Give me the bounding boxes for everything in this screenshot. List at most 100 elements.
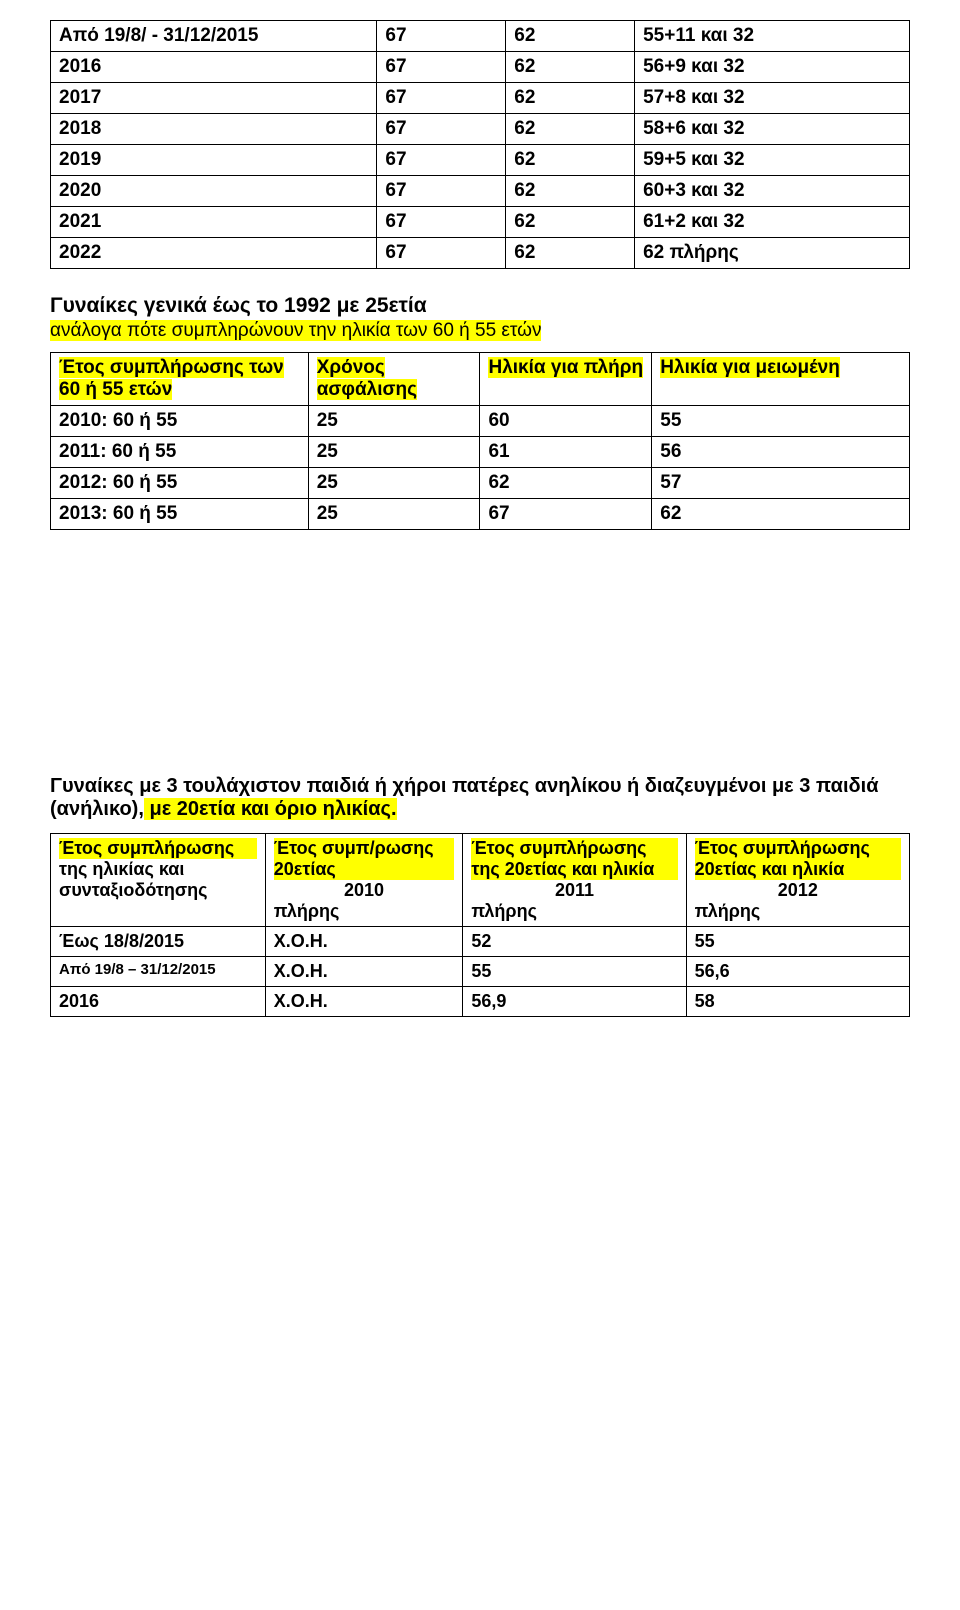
cell: 2020 xyxy=(51,176,377,207)
cell: 62 xyxy=(506,145,635,176)
cell: Έτος συμπλήρωσης της ηλικίας και συνταξι… xyxy=(51,834,266,927)
col-header: Ηλικία για μειωμένη xyxy=(660,357,840,378)
table-row: 2010: 60 ή 55 25 60 55 xyxy=(51,406,910,437)
cell: 25 xyxy=(308,499,480,530)
col-header: Χρόνος ασφάλισης xyxy=(317,357,417,400)
cell: 67 xyxy=(377,52,506,83)
cell: 59+5 και 32 xyxy=(635,145,910,176)
cell: 67 xyxy=(480,499,652,530)
table-retirement-years: Από 19/8/ - 31/12/2015 67 62 55+11 και 3… xyxy=(50,20,910,269)
cell: 67 xyxy=(377,114,506,145)
cell: 2011: 60 ή 55 xyxy=(51,437,309,468)
section-subheading: ανάλογα πότε συμπληρώνουν την ηλικία των… xyxy=(50,320,910,342)
cell: 67 xyxy=(377,207,506,238)
cell: 62 xyxy=(506,114,635,145)
cell: Έτος συμπλήρωσης των 60 ή 55 ετών xyxy=(51,353,309,406)
table-row: 2017 67 62 57+8 και 32 xyxy=(51,83,910,114)
cell: 62 xyxy=(506,207,635,238)
cell: 62 xyxy=(506,83,635,114)
cell: 67 xyxy=(377,145,506,176)
cell: 55+11 και 32 xyxy=(635,21,910,52)
cell: Από 19/8 – 31/12/2015 xyxy=(51,957,266,987)
col-header-line: της ηλικίας και συνταξιοδότησης xyxy=(59,859,257,901)
cell: 2021 xyxy=(51,207,377,238)
col-header: Ηλικία για πλήρη xyxy=(488,357,643,378)
cell: 2010: 60 ή 55 xyxy=(51,406,309,437)
table-row: Από 19/8/ - 31/12/2015 67 62 55+11 και 3… xyxy=(51,21,910,52)
cell: 2013: 60 ή 55 xyxy=(51,499,309,530)
cell: 25 xyxy=(308,468,480,499)
section-paragraph: Γυναίκες με 3 τουλάχιστον παιδιά ή χήροι… xyxy=(50,775,910,821)
col-header-line: πλήρης xyxy=(471,901,677,922)
cell: 62 xyxy=(506,238,635,269)
cell: 61+2 και 32 xyxy=(635,207,910,238)
table-row: 2013: 60 ή 55 25 67 62 xyxy=(51,499,910,530)
cell: 2012: 60 ή 55 xyxy=(51,468,309,499)
highlight-text: ανάλογα πότε συμπληρώνουν την ηλικία των… xyxy=(50,320,541,341)
col-header-year: 2012 xyxy=(695,880,901,901)
cell: 52 xyxy=(463,927,686,957)
col-header-line: Έτος συμπλήρωσης xyxy=(59,838,257,859)
cell: 55 xyxy=(652,406,910,437)
cell: 60+3 και 32 xyxy=(635,176,910,207)
col-header-line: Έτος συμπλήρωσης 20ετίας και ηλικία xyxy=(695,838,901,880)
table-women-3children: Έτος συμπλήρωσης της ηλικίας και συνταξι… xyxy=(50,833,910,1017)
col-header-line: πλήρης xyxy=(695,901,901,922)
cell: Χ.Ο.Η. xyxy=(265,957,463,987)
table-row: 2022 67 62 62 πλήρης xyxy=(51,238,910,269)
cell: 67 xyxy=(377,83,506,114)
cell: 58 xyxy=(686,987,909,1017)
table-row: 2016 Χ.Ο.Η. 56,9 58 xyxy=(51,987,910,1017)
cell: 62 xyxy=(506,21,635,52)
cell: Χ.Ο.Η. xyxy=(265,927,463,957)
cell: Χρόνος ασφάλισης xyxy=(308,353,480,406)
cell: 56,9 xyxy=(463,987,686,1017)
cell: 2016 xyxy=(51,52,377,83)
cell: 55 xyxy=(463,957,686,987)
cell: 60 xyxy=(480,406,652,437)
table-row: 2011: 60 ή 55 25 61 56 xyxy=(51,437,910,468)
cell: 67 xyxy=(377,21,506,52)
table-row: 2012: 60 ή 55 25 62 57 xyxy=(51,468,910,499)
table-row: 2021 67 62 61+2 και 32 xyxy=(51,207,910,238)
table-row: 2020 67 62 60+3 και 32 xyxy=(51,176,910,207)
cell: 56+9 και 32 xyxy=(635,52,910,83)
cell: Έτος συμπλήρωσης 20ετίας και ηλικία 2012… xyxy=(686,834,909,927)
cell: 62 πλήρης xyxy=(635,238,910,269)
cell: Έτος συμπλήρωσης της 20ετίας και ηλικία … xyxy=(463,834,686,927)
cell: Έως 18/8/2015 xyxy=(51,927,266,957)
col-header-line: Έτος συμπ/ρωσης 20ετίας xyxy=(274,838,455,880)
cell: 25 xyxy=(308,437,480,468)
cell: 61 xyxy=(480,437,652,468)
cell: 62 xyxy=(506,176,635,207)
cell: Από 19/8/ - 31/12/2015 xyxy=(51,21,377,52)
col-header-year: 2011 xyxy=(471,880,677,901)
table-row: 2016 67 62 56+9 και 32 xyxy=(51,52,910,83)
cell: 62 xyxy=(652,499,910,530)
cell: 55 xyxy=(686,927,909,957)
cell: 56,6 xyxy=(686,957,909,987)
cell: 67 xyxy=(377,238,506,269)
cell: 25 xyxy=(308,406,480,437)
table-row: Έτος συμπλήρωσης της ηλικίας και συνταξι… xyxy=(51,834,910,927)
cell: 67 xyxy=(377,176,506,207)
col-header-line: πλήρης xyxy=(274,901,455,922)
cell: 2016 xyxy=(51,987,266,1017)
cell: 2017 xyxy=(51,83,377,114)
table-row: 2018 67 62 58+6 και 32 xyxy=(51,114,910,145)
cell: Ηλικία για μειωμένη xyxy=(652,353,910,406)
cell: 62 xyxy=(480,468,652,499)
highlight-text: με 20ετία και όριο ηλικίας. xyxy=(144,798,397,820)
cell: 62 xyxy=(506,52,635,83)
col-header-year: 2010 xyxy=(274,880,455,901)
cell: Έτος συμπ/ρωσης 20ετίας 2010 πλήρης xyxy=(265,834,463,927)
cell: Χ.Ο.Η. xyxy=(265,987,463,1017)
table-women-1992: Έτος συμπλήρωσης των 60 ή 55 ετών Χρόνος… xyxy=(50,352,910,530)
cell: 56 xyxy=(652,437,910,468)
cell: Ηλικία για πλήρη xyxy=(480,353,652,406)
table-row: Από 19/8 – 31/12/2015 Χ.Ο.Η. 55 56,6 xyxy=(51,957,910,987)
section-heading: Γυναίκες γενικά έως το 1992 με 25ετία xyxy=(50,294,910,318)
cell: 57 xyxy=(652,468,910,499)
cell: 2019 xyxy=(51,145,377,176)
cell: 58+6 και 32 xyxy=(635,114,910,145)
